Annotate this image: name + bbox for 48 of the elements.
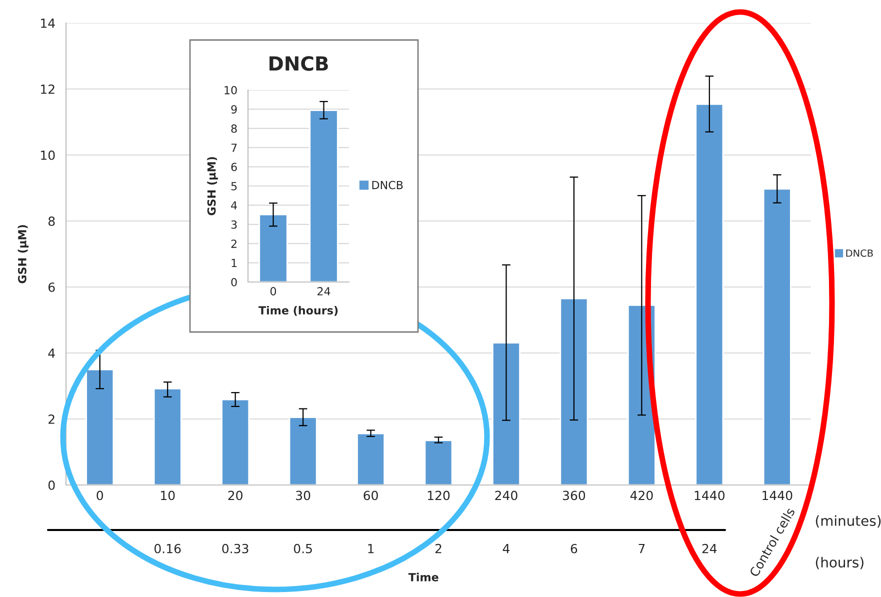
y-tick-label: 4: [48, 348, 55, 358]
category-label: 60 1: [364, 490, 378, 554]
y-tick-label: 14: [41, 18, 55, 28]
category-label: 10 0.16: [154, 490, 181, 554]
bar: [221, 398, 250, 485]
category-label: 20 0.33: [222, 490, 248, 554]
y-tick-label: 6: [48, 282, 55, 292]
category-label: 30 0.5: [294, 490, 312, 554]
y-tick-label: 10: [41, 150, 55, 160]
bar: [153, 388, 182, 485]
chart-title: DNCB: [270, 56, 328, 71]
x-axis-title: Time (hours): [258, 306, 338, 316]
y-tick-label: 6: [231, 162, 237, 172]
y-tick-label: 0: [231, 278, 237, 286]
y-tick-label: 8: [48, 216, 55, 226]
bar: [356, 432, 386, 485]
y-tick-label: 3: [231, 220, 237, 229]
y-axis-title: GSH (µM): [207, 157, 218, 216]
y-tick-label: 2: [231, 240, 236, 248]
category-label: 120 2: [428, 490, 450, 554]
y-axis-title: GSH (µM): [18, 225, 29, 284]
y-tick-label: 2: [48, 414, 54, 424]
category-label: 1440 24: [694, 490, 724, 554]
bar: [695, 103, 724, 485]
y-tick-label: 9: [231, 105, 237, 114]
bar: [288, 416, 318, 485]
bar: [560, 298, 588, 485]
bar: [424, 440, 453, 485]
y-tick-label: 0: [48, 480, 55, 490]
y-tick-label: 12: [41, 84, 54, 94]
y-tick-label: 5: [231, 182, 237, 190]
y-tick-label: 10: [224, 86, 237, 94]
y-tick-label: 4: [231, 201, 237, 210]
y-tick-label: 7: [231, 144, 237, 152]
text: (hours): [816, 556, 864, 570]
x-axis-title: Time: [408, 572, 438, 582]
y-tick-label: 1: [232, 258, 237, 268]
category-label: 240 4: [495, 490, 518, 554]
category-label: 360 6: [562, 490, 586, 554]
bar: [492, 342, 520, 485]
y-tick-label: 8: [231, 124, 237, 133]
text: (minutes): [816, 515, 881, 528]
bar: [762, 188, 792, 485]
legend-label: DNCB: [372, 180, 403, 190]
category-label: 420 7: [630, 490, 653, 554]
legend-label: DNCB: [846, 249, 873, 257]
x-tick-label: 24: [317, 287, 330, 296]
bar: [86, 368, 114, 485]
